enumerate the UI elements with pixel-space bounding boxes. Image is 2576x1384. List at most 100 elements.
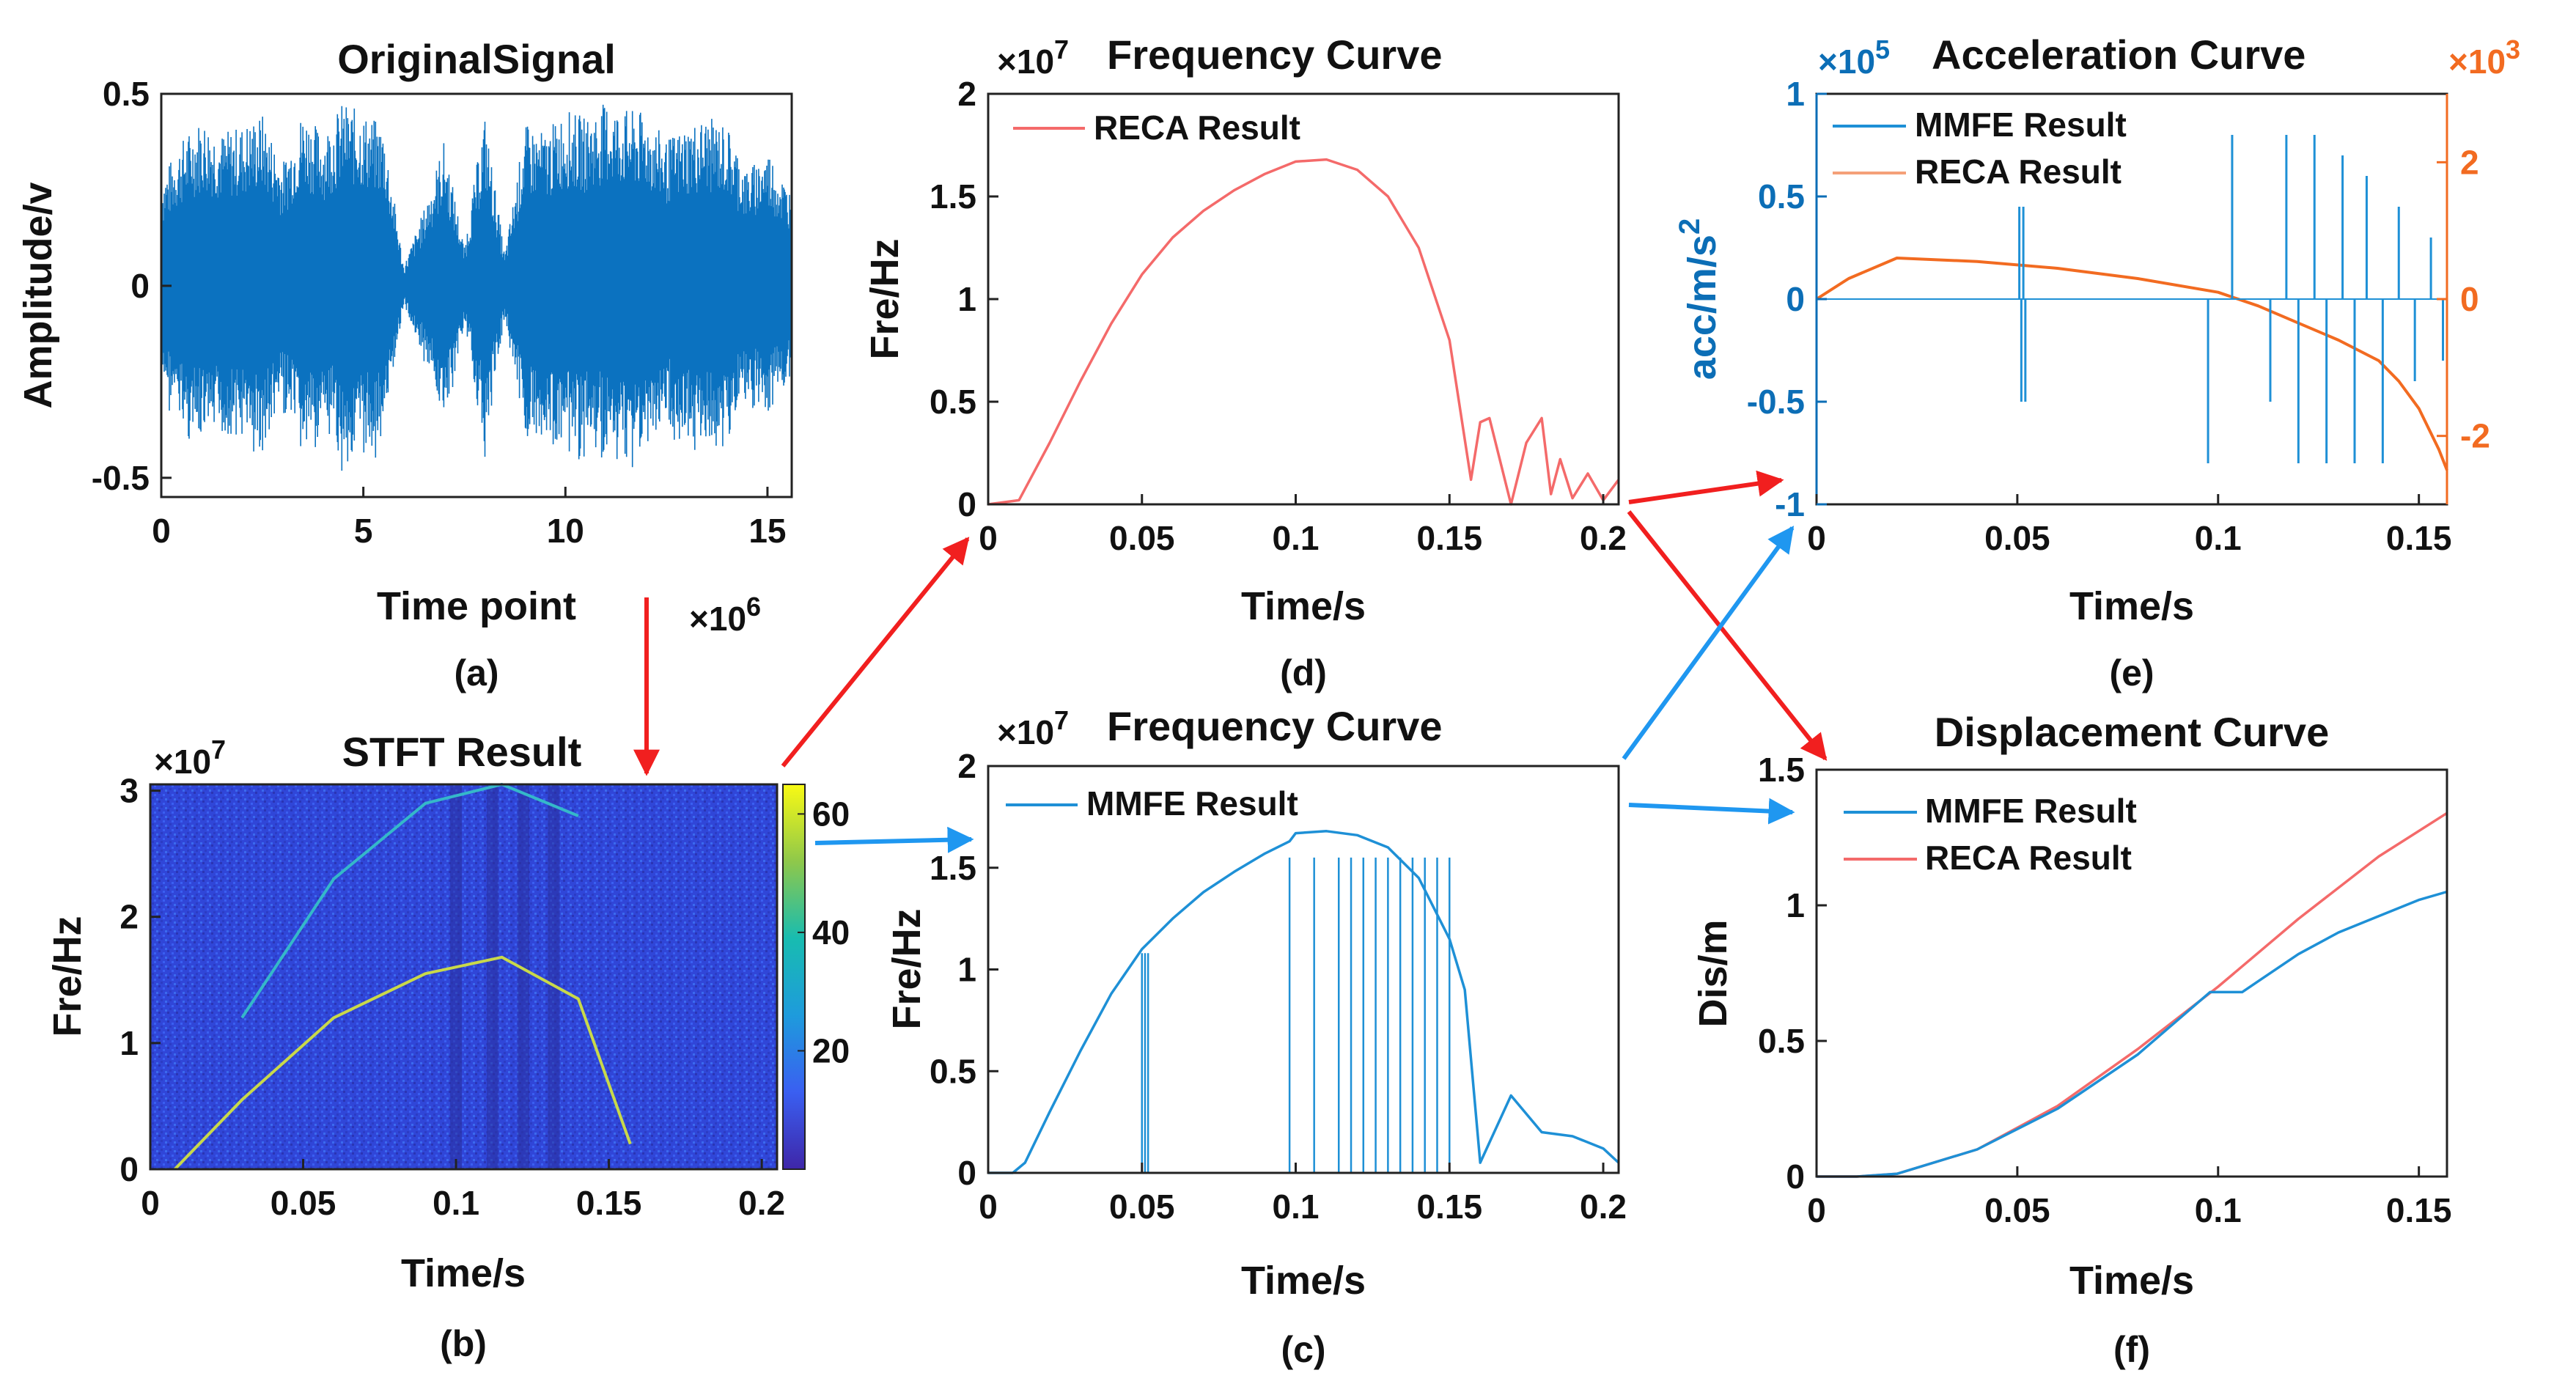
panel-f-title: Displacement Curve	[1935, 709, 2329, 755]
b-ytick-label: 2	[119, 898, 139, 936]
panel-b-dark-band	[548, 786, 560, 1168]
a-xtick-label: 0	[152, 512, 171, 550]
panel-e-ylabel: acc/m/s2	[1674, 218, 1724, 380]
panel-d: ×107 Frequency Curve RECA Result 0 0.05 0.…	[863, 32, 1627, 693]
arrow-b-to-c	[814, 826, 974, 853]
panel-a-caption: (a)	[454, 652, 498, 693]
b-ytick-label: 1	[119, 1024, 139, 1062]
a-xtick-label: 15	[748, 512, 786, 550]
e-ytick-label: 0	[2460, 280, 2479, 318]
panel-d-plot-area	[987, 158, 1620, 506]
panel-b-plot-area	[173, 783, 632, 1171]
panel-f-ylabel: Dis/m	[1691, 919, 1735, 1027]
d-xtick-label: 0.2	[1580, 519, 1627, 557]
f-ytick-label: 1	[1786, 886, 1805, 924]
e-ytick-label: 2	[2460, 143, 2479, 181]
c-xtick-label: 0	[979, 1188, 998, 1226]
e-ytick-label: 0.5	[1758, 177, 1805, 216]
d-xtick-label: 0.05	[1109, 519, 1175, 557]
e-xtick-label: 0.05	[1984, 519, 2050, 557]
panel-d-legend: RECA Result	[1013, 108, 1300, 147]
panel-c: ×107 Frequency Curve MMFE Result 0 0.05 0.…	[885, 703, 1627, 1370]
panel-d-axes-frame	[987, 92, 1620, 506]
c-xtick-label: 0.15	[1417, 1188, 1483, 1226]
panel-b-colorbar	[782, 784, 806, 1170]
panel-c-caption: (c)	[1281, 1329, 1325, 1370]
c-xtick-label: 0.05	[1109, 1188, 1175, 1226]
a-xtick-label: 5	[354, 512, 373, 550]
a-xtick-label: 10	[547, 512, 584, 550]
panel-d-yexp: ×107	[997, 34, 1069, 81]
panel-f-series-mmfe-result	[1817, 890, 2448, 1178]
d-ytick-label: 0	[957, 485, 976, 523]
panel-d-ylabel: Fre/Hz	[863, 238, 907, 359]
panel-b-title: STFT Result	[342, 729, 582, 775]
panel-a-signal-trace	[161, 104, 792, 471]
f-ytick-label: 1.5	[1758, 751, 1805, 789]
d-xtick-label: 0.15	[1417, 519, 1483, 557]
c-ytick-label: 0	[957, 1154, 976, 1192]
a-ytick-label: 0	[130, 267, 150, 305]
panel-e-legend-mmfe: MMFE Result	[1915, 106, 2127, 144]
panel-d-series-reca-result	[987, 158, 1620, 506]
c-ytick-label: 0.5	[930, 1052, 976, 1090]
d-xtick-label: 0.1	[1273, 519, 1320, 557]
panel-c-yexp: ×107	[997, 705, 1069, 751]
panel-f-legend: MMFE Result RECA Result	[1844, 792, 2137, 877]
c-xtick-label: 0.2	[1580, 1188, 1627, 1226]
d-ytick-label: 1	[957, 280, 976, 318]
flow-arrows	[633, 470, 1828, 853]
a-ytick-label: -0.5	[92, 459, 150, 497]
panel-c-series-mmfe-result	[988, 830, 1620, 1174]
panel-f-legend-mmfe: MMFE Result	[1925, 792, 2137, 830]
panel-b-ridge-harmonic	[240, 783, 579, 1019]
arrow-d-to-e	[1628, 470, 1784, 504]
panel-a-ylabel: Amplitude/v	[16, 182, 60, 408]
b-ytick-label: 3	[119, 772, 139, 810]
colorbar-tick-label: 40	[812, 913, 850, 952]
panel-d-caption: (d)	[1280, 652, 1327, 693]
b-xtick-label: 0	[141, 1184, 160, 1222]
f-xtick-label: 0.05	[1984, 1191, 2050, 1229]
panel-c-xlabel: Time/s	[1241, 1259, 1366, 1303]
e-xtick-label: 0.1	[2195, 519, 2242, 557]
panel-f-axes-frame	[1815, 768, 2448, 1178]
b-xtick-label: 0.1	[433, 1184, 479, 1222]
f-xtick-label: 0.15	[2386, 1191, 2452, 1229]
e-ytick-label: -1	[1775, 485, 1805, 523]
e-ytick-label: 0	[1786, 280, 1805, 318]
f-xtick-label: 0	[1807, 1191, 1826, 1229]
panel-b: STFT Result ×107 20 40 60 0 0.05 0.1 0.15 0.2 0…	[45, 729, 850, 1364]
e-ytick-label: 1	[1786, 75, 1805, 113]
panel-c-legend-mmfe: MMFE Result	[1086, 784, 1298, 822]
panel-f-xlabel: Time/s	[2069, 1259, 2194, 1303]
panel-b-axes-frame	[149, 783, 779, 1171]
colorbar-tick-label: 60	[812, 795, 850, 833]
panel-e-caption: (e)	[2109, 652, 2154, 693]
e-ytick-label: -0.5	[1747, 383, 1805, 421]
panel-a-axes-frame	[160, 92, 793, 498]
panel-b-ylabel: Fre/Hz	[45, 916, 89, 1037]
arrow-c-to-f	[1628, 798, 1795, 825]
b-xtick-label: 0.15	[576, 1184, 642, 1222]
arrow-b-to-d	[781, 537, 970, 768]
d-xtick-label: 0	[979, 519, 998, 557]
arrow-d-to-f	[1627, 510, 1828, 761]
panel-b-xlabel: Time/s	[401, 1251, 526, 1295]
d-ytick-label: 1.5	[930, 177, 976, 216]
panel-a-xlabel: Time point	[377, 584, 576, 628]
panel-e-xlabel: Time/s	[2069, 584, 2194, 628]
panel-c-legend: MMFE Result	[1006, 784, 1298, 822]
e-xtick-label: 0.15	[2386, 519, 2452, 557]
c-ytick-label: 2	[957, 747, 976, 785]
panel-b-dark-band	[517, 786, 529, 1168]
c-ytick-label: 1.5	[930, 849, 976, 887]
panel-c-ylabel: Fre/Hz	[885, 908, 929, 1029]
panel-a-xexp: ×106	[689, 592, 761, 638]
panel-e-plot-area	[1815, 135, 2448, 471]
b-xtick-label: 0.2	[738, 1184, 785, 1222]
panel-f-plot-area	[1817, 811, 2448, 1178]
panel-d-title: Frequency Curve	[1107, 32, 1443, 78]
panel-e-legend-reca: RECA Result	[1915, 152, 2121, 191]
